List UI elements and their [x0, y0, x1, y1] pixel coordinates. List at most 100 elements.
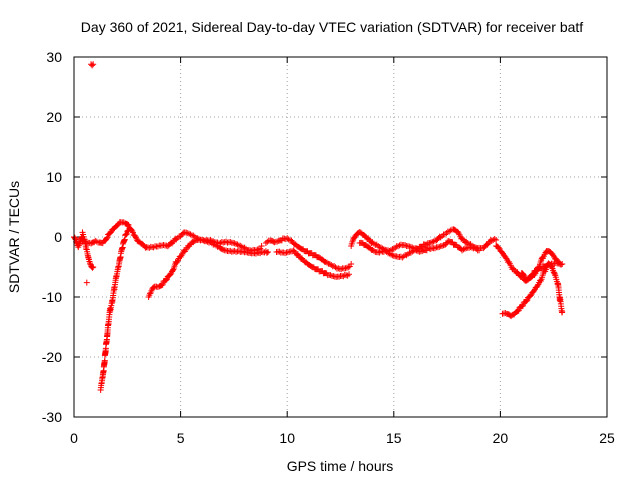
data-point — [336, 273, 343, 280]
data-point — [505, 258, 512, 265]
data-point — [124, 228, 131, 235]
data-point — [93, 238, 100, 245]
data-point — [495, 244, 502, 251]
data-point — [382, 247, 389, 254]
y-tick-label: 30 — [46, 49, 62, 65]
data-point — [387, 251, 394, 258]
tick-labels: 0 5 10 15 20 25 -30 -20 -10 0 10 20 30 — [42, 49, 615, 446]
data-point — [323, 259, 330, 266]
data-point — [271, 239, 278, 246]
data-point — [558, 261, 565, 268]
data-point — [376, 249, 383, 256]
data-point — [183, 229, 190, 236]
data-point — [258, 243, 265, 249]
data-point — [332, 264, 339, 271]
data-point — [207, 239, 214, 246]
data-point — [365, 235, 372, 242]
data-point — [90, 61, 97, 68]
data-point — [551, 269, 558, 276]
data-point — [104, 234, 111, 241]
data-point — [103, 235, 110, 242]
data-point — [437, 234, 444, 241]
data-points — [71, 61, 566, 393]
data-point — [559, 261, 566, 267]
data-point — [173, 236, 180, 243]
data-point — [234, 241, 241, 248]
data-point — [285, 236, 292, 243]
data-point — [484, 241, 491, 248]
data-point — [191, 238, 198, 245]
x-tick-label: 10 — [279, 430, 295, 446]
data-point — [284, 235, 291, 242]
data-point — [383, 249, 390, 256]
data-point — [125, 227, 132, 234]
data-point — [493, 237, 500, 243]
data-point — [89, 264, 96, 271]
data-point — [265, 249, 272, 255]
data-point — [328, 262, 335, 269]
data-point — [348, 261, 355, 267]
data-point — [89, 62, 96, 69]
x-tick-label: 5 — [177, 430, 185, 446]
data-point — [338, 266, 345, 273]
data-point — [187, 231, 194, 238]
data-point — [439, 232, 446, 239]
data-point — [409, 248, 416, 255]
y-tick-label: 0 — [54, 229, 62, 245]
data-point — [276, 248, 283, 255]
x-axis-label: GPS time / hours — [287, 458, 394, 474]
data-point — [344, 272, 351, 279]
data-point — [167, 271, 174, 278]
data-point — [282, 250, 289, 257]
data-point — [124, 221, 131, 228]
data-point — [389, 252, 396, 259]
data-point — [107, 229, 114, 236]
data-point — [413, 247, 420, 254]
data-point — [470, 245, 477, 252]
data-point — [331, 263, 338, 270]
data-point — [203, 238, 210, 245]
ticks — [73, 56, 608, 418]
data-point — [213, 242, 220, 249]
data-point — [233, 240, 240, 247]
data-point — [345, 264, 352, 271]
data-point — [342, 265, 349, 272]
data-point — [340, 273, 347, 280]
data-point — [519, 302, 526, 309]
data-point — [400, 253, 407, 260]
y-tick-label: 20 — [46, 109, 62, 125]
data-point — [402, 242, 409, 249]
data-point — [390, 246, 397, 253]
data-point — [427, 245, 434, 252]
data-point — [430, 238, 437, 245]
data-point — [461, 245, 468, 252]
data-point — [284, 249, 291, 256]
data-point — [491, 236, 498, 243]
data-point — [551, 270, 558, 277]
data-point — [126, 225, 133, 231]
data-point — [407, 243, 414, 250]
data-point — [264, 238, 271, 245]
data-point — [257, 250, 264, 257]
data-point — [460, 246, 467, 253]
data-point — [524, 297, 531, 304]
data-point — [76, 241, 83, 248]
data-point — [375, 243, 382, 250]
data-point — [83, 279, 90, 286]
data-point — [177, 253, 184, 260]
data-point — [467, 244, 474, 251]
data-point — [373, 241, 380, 248]
data-point — [198, 236, 205, 243]
data-point — [163, 276, 170, 283]
data-point — [206, 239, 213, 246]
data-point — [427, 239, 434, 246]
data-point — [510, 265, 517, 272]
y-tick-label: -10 — [42, 289, 62, 305]
data-point — [473, 246, 480, 253]
chart-title: Day 360 of 2021, Sidereal Day-to-day VTE… — [81, 19, 584, 35]
y-tick-label: -20 — [42, 349, 62, 365]
data-point — [160, 241, 167, 248]
data-point — [547, 261, 554, 268]
data-point — [370, 240, 377, 247]
data-point — [439, 242, 446, 249]
